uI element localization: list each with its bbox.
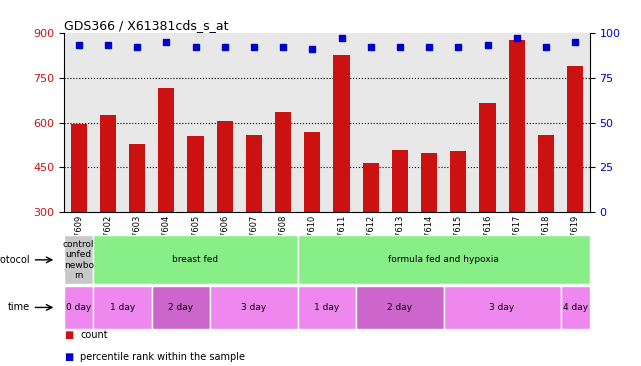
Text: percentile rank within the sample: percentile rank within the sample	[80, 352, 245, 362]
Text: 1 day: 1 day	[110, 303, 135, 312]
Text: 2 day: 2 day	[387, 303, 412, 312]
Text: 0 day: 0 day	[66, 303, 91, 312]
Bar	[560, 286, 590, 329]
Bar	[450, 151, 467, 212]
Text: 4 day: 4 day	[563, 303, 588, 312]
Bar	[94, 286, 152, 329]
Text: formula fed and hypoxia: formula fed and hypoxia	[388, 255, 499, 264]
Text: ■: ■	[64, 352, 73, 362]
Text: protocol: protocol	[0, 255, 30, 265]
Text: control
unfed
newbo
rn: control unfed newbo rn	[63, 240, 94, 280]
Bar	[210, 286, 297, 329]
Bar	[94, 235, 297, 284]
Bar	[509, 40, 525, 212]
Bar	[64, 235, 94, 284]
Bar	[100, 115, 116, 212]
Text: ■: ■	[64, 330, 73, 340]
Text: 3 day: 3 day	[241, 303, 267, 312]
Bar	[479, 103, 495, 212]
Bar	[363, 163, 379, 212]
Bar	[187, 136, 204, 212]
Bar	[152, 286, 210, 329]
Text: 1 day: 1 day	[314, 303, 340, 312]
Bar	[333, 55, 349, 212]
Bar	[129, 143, 145, 212]
Bar	[158, 88, 174, 212]
Bar	[275, 112, 291, 212]
Bar	[297, 286, 356, 329]
Bar	[444, 286, 560, 329]
Bar	[217, 121, 233, 212]
Text: count: count	[80, 330, 108, 340]
Bar	[71, 124, 87, 212]
Bar	[356, 286, 444, 329]
Bar	[297, 235, 590, 284]
Text: breast fed: breast fed	[172, 255, 219, 264]
Bar	[538, 135, 554, 212]
Text: time: time	[8, 302, 30, 313]
Bar	[567, 66, 583, 212]
Text: 3 day: 3 day	[490, 303, 515, 312]
Bar	[64, 286, 94, 329]
Text: 2 day: 2 day	[169, 303, 194, 312]
Bar	[392, 149, 408, 212]
Text: GDS366 / X61381cds_s_at: GDS366 / X61381cds_s_at	[64, 19, 229, 32]
Bar	[304, 132, 320, 212]
Bar	[421, 153, 437, 212]
Bar	[246, 135, 262, 212]
